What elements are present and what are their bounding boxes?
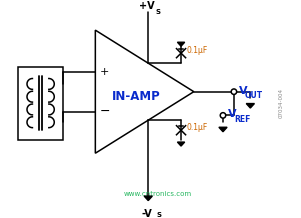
Text: IN-AMP: IN-AMP (112, 90, 161, 103)
Polygon shape (177, 142, 185, 146)
Text: S: S (156, 9, 160, 15)
Text: 07034-004: 07034-004 (278, 88, 283, 118)
Bar (18, 67, 64, 140)
Circle shape (220, 113, 226, 118)
Text: 0.1μF: 0.1μF (187, 46, 208, 55)
Text: S: S (157, 212, 161, 218)
Text: www.cntronics.com: www.cntronics.com (123, 191, 191, 197)
Text: -V: -V (142, 209, 153, 218)
Polygon shape (144, 196, 152, 201)
Text: V: V (228, 109, 236, 119)
Text: REF: REF (234, 114, 250, 124)
Text: OUT: OUT (245, 91, 263, 100)
Text: +: + (100, 67, 109, 77)
Text: 0.1μF: 0.1μF (187, 123, 208, 132)
Circle shape (231, 89, 237, 94)
Polygon shape (177, 42, 185, 46)
Text: −: − (99, 105, 110, 118)
Polygon shape (219, 127, 227, 132)
Text: V: V (238, 86, 247, 96)
Text: +V: +V (139, 1, 155, 11)
Polygon shape (246, 104, 254, 108)
